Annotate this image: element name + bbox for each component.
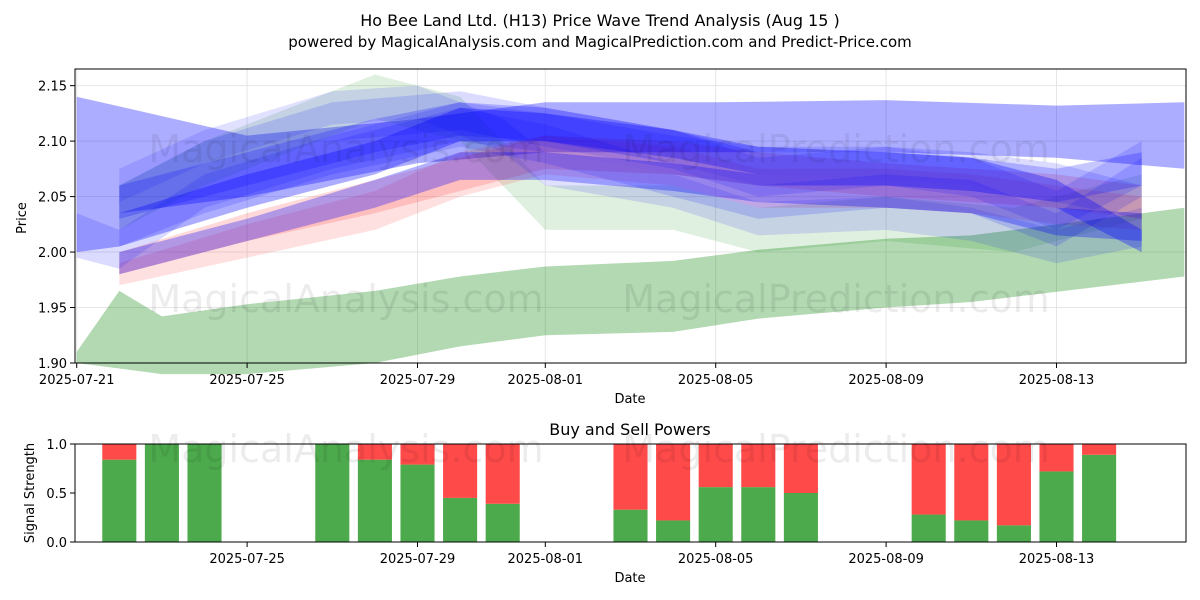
sell-bar [400,444,435,465]
price-wave-band-green-2 [119,74,1142,253]
signal-bars [102,444,1117,542]
price-wave-band-red-4 [119,135,1142,275]
signal-y-tick-label: 0.0 [46,536,67,551]
sell-bar [996,444,1031,526]
sell-bar [443,444,478,498]
buy-bar [485,503,520,542]
price-y-tick-label: 2.10 [38,135,67,150]
signal-watermarks: MagicalAnalysis.com MagicalPrediction.co… [148,427,1049,471]
buy-bar [613,509,648,542]
signal-y-axis-label: Signal Strength [23,443,38,543]
sell-bar [102,444,137,460]
sell-bar [613,444,648,510]
buy-bar [315,444,350,542]
price-wave-band-green-1 [76,207,1185,375]
price-x-tick-label: 2025-07-25 [209,373,285,388]
price-wave-band-blue-0 [76,96,1185,219]
signal-x-tick-label: 2025-07-29 [380,552,456,567]
sell-bar [783,444,818,493]
buy-bar [187,444,222,542]
price-x-tick-label: 2025-07-29 [380,373,456,388]
signal-y-tick-label: 0.5 [46,487,67,502]
buy-bar [954,520,989,542]
price-wave-band-red-3 [119,135,1142,286]
sell-bar [954,444,989,521]
price-plot-area [75,69,1186,363]
price-watermarks: MagicalAnalysis.com MagicalPrediction.co… [148,127,1049,321]
price-wave-band-blue-11 [119,102,1142,219]
sell-bar [1039,444,1074,472]
buy-bar [400,464,435,542]
price-x-tick-label: 2025-07-21 [39,373,115,388]
price-x-tick-label: 2025-08-05 [678,373,754,388]
watermark-prediction: MagicalPrediction.com [622,427,1050,471]
sell-bar [1082,444,1117,455]
price-x-tick-label: 2025-08-01 [508,373,584,388]
price-plot-frame [74,68,1187,364]
watermark-analysis: MagicalAnalysis.com [148,427,543,471]
buy-bar [698,487,733,542]
signal-x-axis-label: Date [614,571,645,586]
watermark-prediction: MagicalPrediction.com [622,127,1050,171]
sell-bar [485,444,520,504]
price-x-tick-label: 2025-08-09 [848,373,924,388]
price-y-tick-label: 1.90 [38,357,67,372]
buy-bar [783,493,818,542]
buy-bar [144,444,179,542]
price-wave-band-blue-6 [119,91,1142,230]
price-chart: MagicalAnalysis.com MagicalPrediction.co… [15,68,1187,407]
price-y-tick-label: 2.15 [38,80,67,95]
sell-bar [698,444,733,488]
price-y-tick-label: 2.00 [38,246,67,261]
sell-bar [741,444,776,488]
signal-x-tick-label: 2025-08-01 [508,552,584,567]
signal-x-tick-label: 2025-08-13 [1019,552,1095,567]
figure-title: Ho Bee Land Ltd. (H13) Price Wave Trend … [360,11,840,30]
buy-bar [102,459,137,542]
buy-bar [911,514,946,542]
buy-bar [656,520,691,542]
signal-chart: Buy and Sell Powers MagicalAnalysis.com … [23,420,1187,586]
sell-bar [656,444,691,521]
price-wave-band-blue-10 [119,152,1142,275]
signal-axis-ticks: 2025-07-25 2025-07-29 2025-08-01 2025-08-05… [46,438,1094,567]
buy-bar [996,525,1031,542]
price-wave-band-blue-8 [119,85,1142,264]
price-wave-band-blue-7 [119,107,1142,247]
sell-bar [911,444,946,515]
figure-subtitle: powered by MagicalAnalysis.com and Magic… [288,33,912,51]
price-wave-bands [76,74,1185,375]
watermark-analysis: MagicalAnalysis.com [148,277,543,321]
price-x-tick-label: 2025-08-13 [1019,373,1095,388]
price-y-axis-label: Price [15,202,30,234]
signal-x-tick-label: 2025-07-25 [209,552,285,567]
buy-bar [443,497,478,542]
watermark-analysis: MagicalAnalysis.com [148,127,543,171]
price-y-tick-label: 1.95 [38,302,67,317]
signal-x-tick-label: 2025-08-05 [678,552,754,567]
price-axis-ticks: 2025-07-21 2025-07-25 2025-07-29 2025-08-01… [38,80,1094,388]
price-y-tick-label: 2.05 [38,191,67,206]
signal-chart-title: Buy and Sell Powers [549,420,711,439]
price-wave-band-blue-9 [76,107,1142,253]
watermark-prediction: MagicalPrediction.com [622,277,1050,321]
buy-bar [741,487,776,542]
price-x-axis-label: Date [614,392,645,407]
buy-bar [1082,454,1117,542]
price-wave-band-blue-5 [76,102,1142,269]
signal-x-tick-label: 2025-08-09 [848,552,924,567]
sell-bar [357,444,392,460]
signal-y-tick-label: 1.0 [46,438,67,453]
buy-bar [357,459,392,542]
buy-bar [1039,471,1074,542]
